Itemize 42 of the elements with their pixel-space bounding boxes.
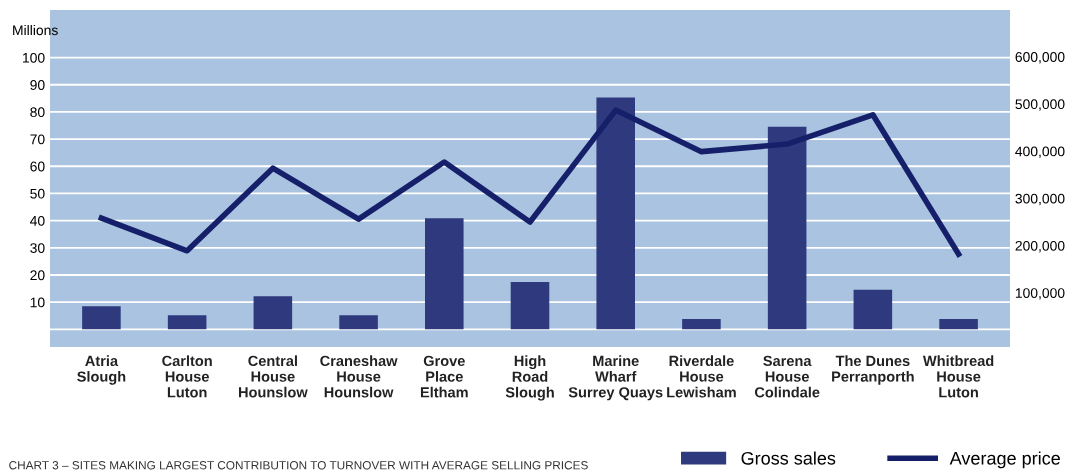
- y2-tick-label: 300,000: [1015, 193, 1065, 206]
- x-tick-label: Craneshaw House Hounslow: [320, 355, 398, 398]
- bar: [425, 218, 464, 330]
- text: CHART 3 – SITES MAKING LARGEST CONTRIBUTION TO TURNOVER WITH AVERAGE SELLING PRICES: [9, 461, 588, 470]
- bar: [82, 306, 121, 330]
- x-tick-label: Central House Hounslow: [239, 355, 308, 398]
- bar: [853, 289, 893, 330]
- legend-label: Gross sales: [741, 451, 836, 465]
- y-tick-label: 80: [30, 107, 45, 118]
- bar: [510, 282, 550, 330]
- x-tick-label: The Dunes Perranporth: [832, 355, 914, 385]
- x-tick-label: Carlton House Luton: [162, 355, 212, 398]
- y-tick-label: 90: [30, 80, 45, 90]
- y-tick-label: 20: [30, 270, 45, 281]
- x-tick-label: Sarena House Colindale: [754, 355, 820, 398]
- y2-tick-label: 200,000: [1015, 240, 1065, 253]
- bar: [682, 319, 721, 330]
- bar: [939, 319, 978, 330]
- legend-label: Average price: [949, 451, 1060, 469]
- y-tick-label: 10: [30, 297, 45, 308]
- y2-tick-label: 100,000: [1015, 288, 1065, 300]
- bar: [767, 126, 807, 330]
- x-tick-label: Atria Slough: [77, 355, 126, 385]
- x-tick-label: Marine Wharf Surrey Quays: [568, 355, 663, 401]
- y-tick-label: 100: [23, 52, 45, 63]
- x-tick-label: Whitbread House Luton: [922, 355, 994, 398]
- y-tick-label: 50: [30, 188, 45, 199]
- bar: [253, 296, 293, 330]
- y-tick-label: 30: [30, 243, 45, 253]
- x-tick-label: Riverdale House Lewisham: [667, 355, 736, 398]
- bar: [339, 315, 378, 330]
- bar: [596, 97, 635, 330]
- y2-tick-label: 600,000: [1015, 52, 1065, 64]
- y-axis-title: Millions: [13, 24, 58, 36]
- y2-tick-label: 500,000: [1015, 99, 1065, 111]
- y-tick-label: 60: [30, 161, 45, 172]
- x-tick-label: High Road Slough: [505, 355, 554, 401]
- x-tick-label: Grove Place Eltham: [420, 355, 468, 398]
- y-tick-label: 70: [30, 134, 45, 145]
- y2-tick-label: 400,000: [1015, 146, 1065, 158]
- y-tick-label: 40: [30, 215, 45, 226]
- bar: [167, 315, 207, 330]
